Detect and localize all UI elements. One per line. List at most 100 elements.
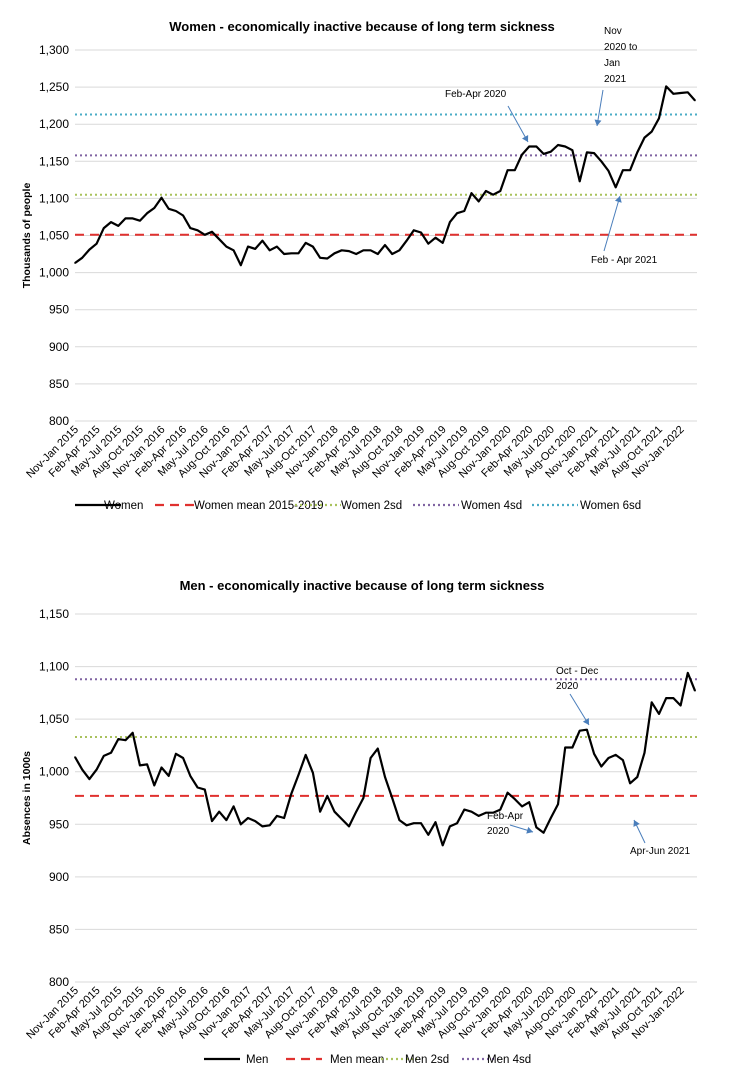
women-data-point [283, 253, 285, 255]
women-data-point [196, 229, 199, 232]
men-annotation-text: Oct - Dec [556, 666, 598, 677]
women-legend-label-1: Women mean 2015-2019 [194, 500, 324, 512]
women-data-point [485, 190, 487, 192]
men-data-point [456, 822, 458, 825]
men-data-point [290, 792, 293, 795]
women-data-point [449, 221, 451, 223]
women-data-point [679, 92, 682, 94]
men-y-tick-label: 900 [49, 870, 69, 884]
women-data-point [550, 150, 552, 153]
men-legend-label-1: Men mean [330, 1054, 384, 1066]
men-data-point [376, 747, 379, 750]
men-y-tick-label: 800 [49, 975, 69, 989]
men-data-point [254, 820, 257, 822]
men-data-point [225, 819, 228, 821]
women-y-tick-label: 1,250 [39, 80, 69, 94]
men-data-point [607, 757, 610, 759]
men-data-point [196, 786, 199, 789]
women-data-point [384, 244, 386, 246]
men-data-point [636, 776, 639, 778]
men-data-point [600, 765, 603, 768]
men-data-point [463, 808, 466, 811]
men-data-point [550, 817, 552, 819]
women-data-point [326, 257, 329, 260]
men-data-point [369, 757, 372, 759]
men-data-point [528, 801, 530, 804]
men-data-point [131, 732, 134, 734]
men-chart: Men - economically inactive because of l… [21, 578, 697, 1066]
women-data-point [557, 144, 559, 146]
women-data-point [146, 212, 148, 215]
men-data-point [586, 728, 588, 731]
men-data-point [441, 844, 444, 847]
women-data-point [153, 207, 156, 209]
women-data-point [578, 180, 581, 183]
men-data-point [658, 713, 660, 715]
women-data-point [391, 253, 394, 255]
women-annotation-text: Feb-Apr 2020 [445, 89, 507, 100]
men-annotation-text: Apr-Jun 2021 [630, 846, 690, 857]
women-data-point [600, 160, 603, 163]
men-data-point [485, 811, 487, 814]
men-data-point [297, 774, 300, 776]
women-data-point [247, 245, 249, 248]
men-data-point [405, 824, 408, 827]
women-data-point [622, 169, 624, 172]
men-annotation-text: Feb-Apr [487, 811, 524, 822]
women-data-point [117, 225, 120, 227]
men-data-point [499, 808, 502, 811]
men-data-point [203, 788, 206, 791]
men-data-point [110, 751, 112, 754]
women-data-point [304, 242, 307, 244]
men-data-point [348, 825, 350, 828]
women-y-tick-label: 800 [49, 414, 69, 428]
men-y-tick-label: 1,100 [39, 660, 69, 674]
women-data-point [167, 207, 170, 210]
women-data-point [218, 238, 220, 241]
women-data-point [297, 252, 300, 255]
men-data-point [622, 759, 624, 761]
women-data-point [362, 249, 365, 252]
men-legend-label-0: Men [246, 1054, 268, 1066]
women-data-point [240, 264, 242, 266]
women-data-point [477, 200, 480, 203]
men-data-point [362, 797, 365, 799]
women-data-point [369, 249, 372, 252]
women-y-tick-label: 900 [49, 340, 69, 354]
men-annotation-arrow [569, 693, 590, 726]
women-data-point [499, 190, 502, 192]
men-data-point [672, 697, 675, 699]
women-y-axis-label: Thousands of people [21, 183, 33, 289]
women-y-tick-label: 1,100 [39, 191, 69, 205]
men-y-tick-label: 1,000 [39, 765, 69, 779]
women-data-point [686, 91, 689, 94]
women-data-point [513, 169, 516, 172]
women-annotation-text: 2020 to [604, 42, 638, 53]
men-data-point [557, 803, 559, 806]
men-data-point [139, 764, 141, 767]
men-data-point [175, 753, 177, 755]
women-data-point [355, 253, 357, 255]
men-data-point [268, 824, 271, 827]
men-data-point [240, 823, 242, 826]
men-data-point [146, 763, 148, 766]
women-annotation-text: Feb - Apr 2021 [591, 255, 658, 266]
men-data-point [427, 834, 430, 836]
women-data-point [636, 151, 639, 154]
men-data-point [326, 795, 329, 797]
women-y-tick-label: 950 [49, 303, 69, 317]
men-data-point [535, 826, 538, 829]
men-data-point [95, 768, 98, 771]
men-data-point [513, 798, 516, 800]
women-data-point [211, 230, 213, 233]
women-data-point [340, 249, 343, 252]
men-series-line [74, 671, 697, 847]
men-data-point [665, 697, 667, 699]
women-data-point [629, 169, 631, 172]
women-data-point [535, 145, 538, 148]
men-data-point [333, 810, 336, 813]
men-data-point [521, 805, 523, 808]
women-data-point [614, 186, 617, 189]
women-data-point [506, 169, 509, 172]
women-annotation-arrowhead [522, 135, 529, 142]
